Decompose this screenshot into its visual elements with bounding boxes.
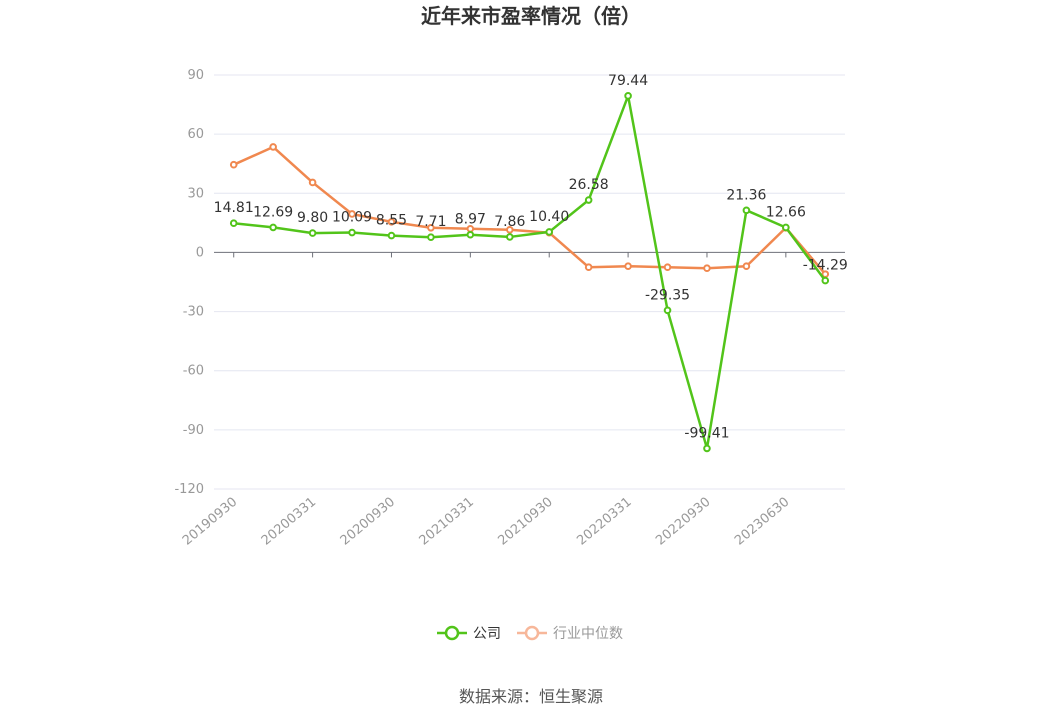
- data-label: 12.69: [253, 204, 293, 220]
- legend-label: 行业中位数: [553, 626, 623, 642]
- data-point[interactable]: [782, 223, 790, 232]
- data-label: 10.09: [332, 210, 372, 226]
- data-label: 14.81: [214, 200, 254, 216]
- data-point[interactable]: [427, 223, 435, 232]
- y-tick-label: 90: [187, 68, 204, 83]
- y-tick-label: -120: [174, 482, 204, 497]
- data-point[interactable]: [505, 225, 514, 234]
- data-point[interactable]: [229, 160, 238, 169]
- data-point[interactable]: [663, 306, 672, 315]
- data-point[interactable]: [624, 92, 632, 100]
- data-label: 10.40: [529, 209, 569, 225]
- x-tick-label: 20200930: [338, 495, 398, 549]
- x-tick-label: 20230630: [732, 495, 792, 549]
- y-tick-label: -30: [183, 305, 204, 320]
- legend-marker: [444, 625, 460, 641]
- data-point[interactable]: [821, 276, 830, 285]
- x-tick-label: 20200331: [259, 495, 319, 549]
- data-point[interactable]: [466, 230, 475, 239]
- data-point[interactable]: [308, 229, 317, 237]
- data-label: 21.36: [726, 187, 766, 203]
- data-label: 7.86: [494, 214, 525, 230]
- data-labels: 14.81 12.69 9.80 10.09 8.55 7.71 8.97 7.86 10.40…: [214, 73, 848, 442]
- data-point[interactable]: [584, 263, 593, 272]
- data-label: 7.71: [415, 214, 446, 230]
- x-axis: 20190930 20200331 20200930 20210331 20210930…: [180, 251, 845, 549]
- y-tick-label: 0: [196, 245, 204, 260]
- legend-marker: [524, 625, 540, 641]
- legend[interactable]: 公司 行业中位数: [437, 625, 623, 642]
- series-line-0: [233, 94, 827, 450]
- data-point[interactable]: [624, 262, 632, 271]
- data-label: 9.80: [297, 210, 328, 226]
- x-tick-label: 20190930: [180, 495, 240, 549]
- chart-title: 近年来市盈率情况（倍）: [421, 4, 641, 28]
- data-point[interactable]: [269, 223, 277, 232]
- x-tick-label: 20220331: [574, 495, 634, 549]
- data-label: 26.58: [569, 177, 609, 193]
- data-label: -29.35: [645, 287, 690, 303]
- data-point[interactable]: [427, 233, 435, 242]
- legend-item[interactable]: 行业中位数: [517, 625, 623, 642]
- data-label: 12.66: [766, 204, 806, 220]
- data-label: 8.97: [455, 212, 486, 228]
- legend-label: 公司: [473, 626, 501, 642]
- y-tick-label: 30: [187, 186, 204, 201]
- data-label: -14.29: [803, 258, 848, 274]
- data-point[interactable]: [348, 210, 356, 218]
- series-area: [229, 92, 830, 453]
- x-tick-label: 20210930: [495, 495, 555, 549]
- data-point[interactable]: [703, 444, 711, 453]
- x-tick-label: 20220930: [653, 495, 713, 549]
- source-note: 数据来源：恒生聚源: [459, 687, 603, 706]
- grid: [214, 74, 845, 490]
- y-tick-label: -60: [183, 364, 204, 379]
- data-point[interactable]: [505, 233, 514, 241]
- y-axis: 90 60 30 0 -30 -60 -90 -120: [174, 68, 204, 497]
- data-label: 79.44: [608, 73, 648, 89]
- data-point[interactable]: [703, 264, 711, 273]
- data-point[interactable]: [584, 196, 593, 204]
- data-label: 8.55: [376, 213, 407, 229]
- data-label: -99.41: [684, 425, 729, 441]
- data-point[interactable]: [229, 219, 238, 228]
- data-point[interactable]: [742, 262, 751, 271]
- data-point[interactable]: [308, 178, 317, 187]
- y-tick-label: -90: [183, 423, 204, 438]
- data-point[interactable]: [663, 263, 672, 272]
- data-point[interactable]: [269, 143, 277, 151]
- data-point[interactable]: [545, 228, 554, 236]
- data-point[interactable]: [387, 231, 396, 240]
- y-tick-label: 60: [187, 127, 204, 142]
- data-point[interactable]: [742, 206, 751, 215]
- x-tick-label: 20210331: [417, 495, 477, 549]
- data-point[interactable]: [348, 228, 356, 237]
- data-point[interactable]: [387, 218, 396, 226]
- legend-item[interactable]: 公司: [437, 625, 501, 642]
- series-line-1: [233, 145, 827, 275]
